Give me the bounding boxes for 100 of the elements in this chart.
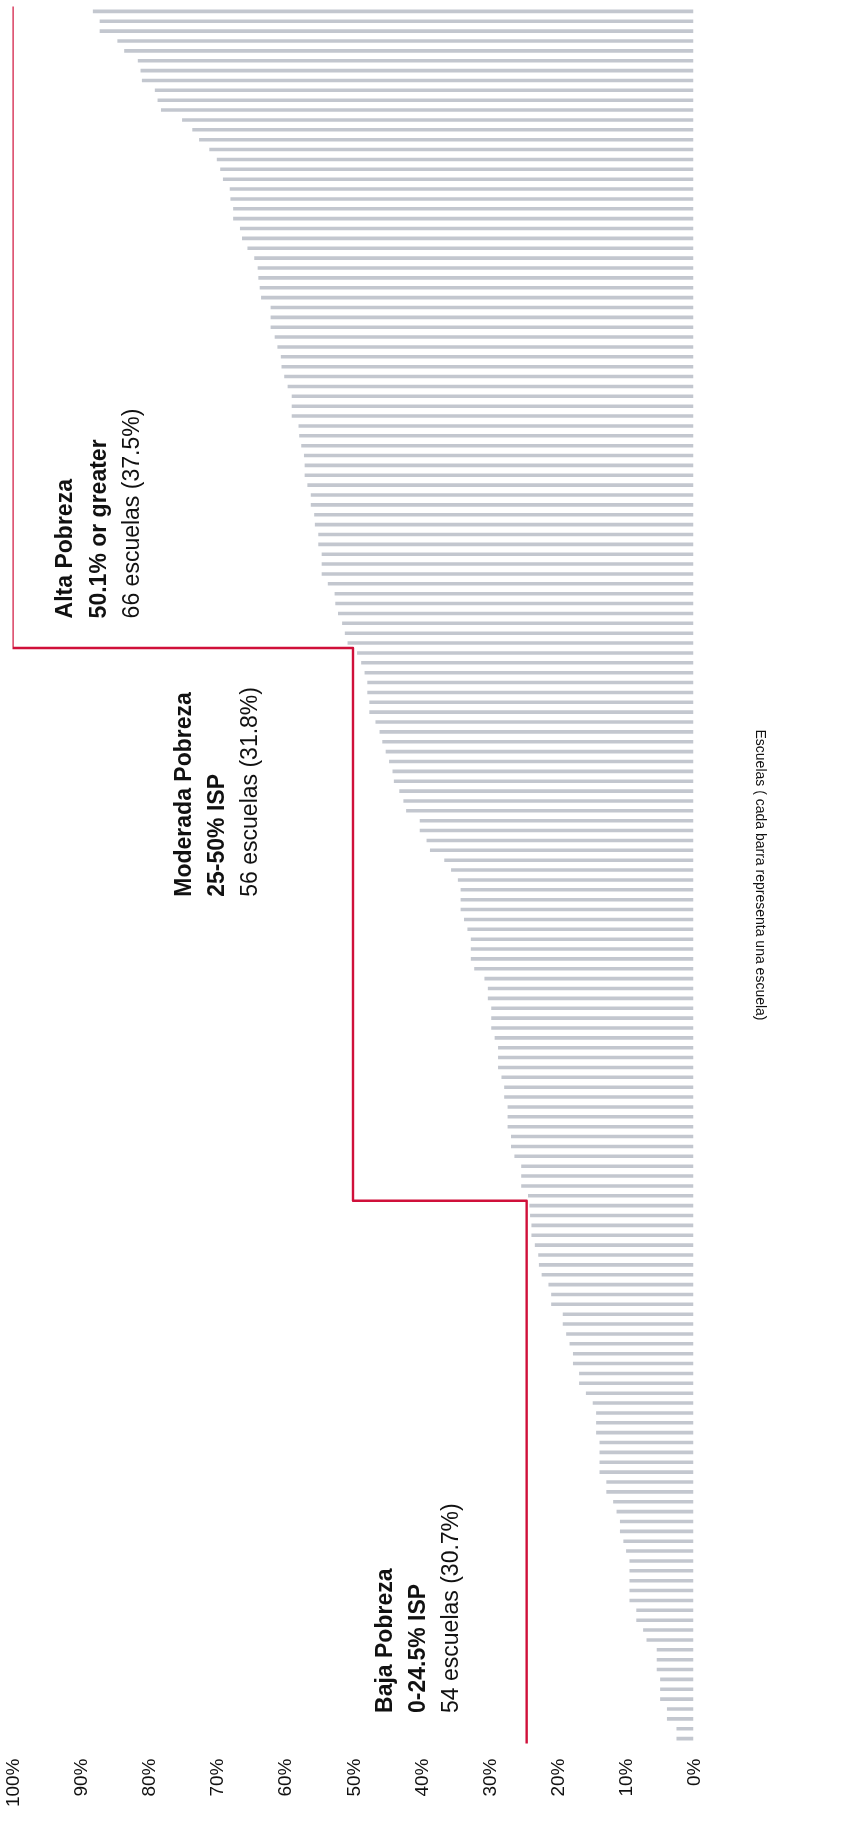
bar <box>660 1687 694 1692</box>
bar <box>460 888 694 892</box>
bar <box>498 1045 694 1050</box>
bar <box>528 1194 694 1198</box>
annotation: Alta Pobreza 50.1% or greater 66 escuelas (37.5%) <box>51 408 144 619</box>
bar <box>636 1618 694 1622</box>
text: Escuelas ( cada barra representa una escuela) <box>752 729 769 1021</box>
bar <box>321 562 694 566</box>
bar <box>470 947 694 951</box>
bar <box>562 1322 694 1326</box>
bar <box>521 1174 694 1178</box>
bar <box>521 1164 694 1168</box>
bar <box>623 1539 694 1543</box>
x-tick-label: 0% <box>683 1758 704 1786</box>
bar <box>403 799 694 803</box>
bar <box>361 661 694 665</box>
bar <box>344 631 694 635</box>
bar <box>321 552 694 556</box>
bar <box>229 187 694 191</box>
bar <box>451 868 694 872</box>
bar <box>656 1648 694 1652</box>
bar <box>504 1095 694 1099</box>
bar <box>280 355 694 359</box>
x-tick-label: 90% <box>70 1758 92 1797</box>
bar <box>585 1391 694 1395</box>
bar <box>646 1638 694 1642</box>
bar <box>124 49 694 53</box>
bar <box>596 1411 694 1415</box>
bar <box>666 1707 694 1711</box>
bar <box>274 335 694 339</box>
bar <box>521 1184 694 1188</box>
bar <box>538 1263 694 1267</box>
bar <box>247 246 694 251</box>
x-tick-label: 10% <box>614 1758 636 1797</box>
bar <box>379 730 694 734</box>
bar <box>491 1006 694 1011</box>
bar <box>321 572 694 576</box>
bar <box>298 424 694 428</box>
bar <box>314 512 694 517</box>
bar <box>474 966 694 971</box>
bar <box>327 582 694 586</box>
bar <box>606 1490 694 1494</box>
bar <box>270 325 694 329</box>
bar <box>541 1272 694 1277</box>
bar <box>531 1233 694 1238</box>
x-tick-label: 50% <box>342 1758 364 1797</box>
bar <box>666 1717 694 1721</box>
bar <box>307 483 694 487</box>
bar <box>613 1499 694 1504</box>
x-tick-label: 60% <box>274 1758 296 1797</box>
bar <box>562 1312 694 1316</box>
bar <box>676 1726 694 1731</box>
bar <box>375 720 694 724</box>
x-tick-label: 100% <box>2 1758 23 1808</box>
bar <box>291 404 694 408</box>
bar <box>507 1115 694 1119</box>
bar <box>399 789 694 793</box>
bar <box>629 1559 694 1563</box>
bar <box>406 809 694 813</box>
bar <box>592 1401 694 1405</box>
bar <box>566 1332 694 1336</box>
bar <box>137 58 694 63</box>
bar <box>254 256 694 260</box>
bar <box>626 1549 694 1553</box>
bar <box>310 493 694 497</box>
bar <box>491 1026 694 1030</box>
bar <box>629 1569 694 1573</box>
bar <box>457 878 694 882</box>
bar <box>277 345 694 349</box>
bar <box>470 937 694 941</box>
bar <box>444 858 694 862</box>
bar <box>507 1105 694 1109</box>
bar <box>504 1085 694 1089</box>
bar <box>596 1421 694 1425</box>
bar <box>310 503 694 507</box>
bar <box>233 207 694 211</box>
bar <box>182 118 694 122</box>
bar <box>599 1470 694 1474</box>
bar <box>643 1628 694 1632</box>
bar <box>192 128 694 132</box>
x-tick-label: 80% <box>138 1758 160 1797</box>
bar <box>347 641 694 645</box>
bar <box>257 266 694 270</box>
bar <box>599 1460 694 1465</box>
bar <box>660 1697 694 1701</box>
x-tick-label: 70% <box>206 1758 228 1797</box>
bar <box>230 197 694 201</box>
bar <box>259 285 694 290</box>
bar <box>569 1342 694 1346</box>
bar <box>160 108 694 112</box>
annotation: Moderada Pobreza 25-50% ISP 56 escuelas (31.8%) <box>169 687 263 897</box>
bar <box>304 473 694 478</box>
bar <box>606 1480 694 1484</box>
bar <box>258 276 694 280</box>
x-tick-label: 20% <box>546 1758 568 1797</box>
bar <box>393 779 694 784</box>
bar <box>494 1036 694 1040</box>
bar <box>491 1016 694 1020</box>
bar <box>99 29 694 33</box>
bar <box>369 710 694 714</box>
